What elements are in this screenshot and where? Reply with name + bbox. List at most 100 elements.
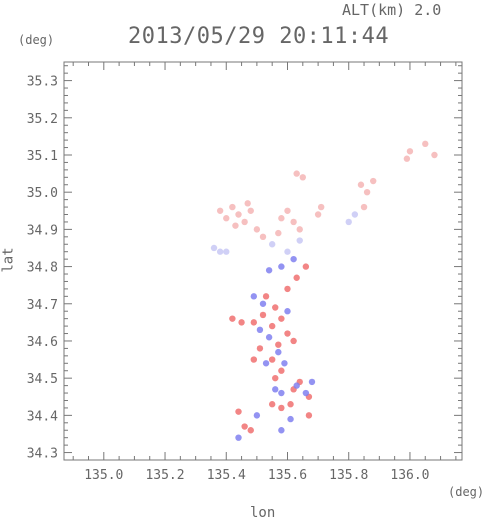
radar-echo-point [278,367,285,374]
radar-echo-point [290,255,297,263]
radar-echo-point [275,341,282,348]
x-tick-label: 135.8 [329,468,368,483]
radar-echo-point [284,285,291,293]
radar-echo-point [351,211,359,218]
radar-echo-point [235,408,242,415]
radar-echo-point [268,241,276,248]
y-tick-label: 35.0 [27,186,58,201]
y-tick-label: 34.9 [27,223,58,238]
radar-echo-point [247,207,254,214]
radar-echo-point [278,427,285,434]
radar-echo-point [278,215,285,222]
x-tick-label: 135.4 [207,468,246,483]
y-tick-label: 34.5 [27,372,58,387]
radar-echo-point [305,412,313,419]
radar-echo-point [253,412,261,419]
x-tick-label: 135.0 [84,468,123,483]
radar-echo-point [262,293,270,300]
radar-echo-point [284,308,291,315]
radar-echo-point [259,311,267,319]
radar-echo-point [357,181,365,188]
radar-echo-point [293,274,300,281]
chart-title: 2013/05/29 20:11:44 [128,24,390,49]
radar-echo-point [287,401,294,408]
radar-echo-point [265,334,273,341]
radar-echo-point [287,415,294,423]
radar-echo-point [268,322,276,330]
radar-echo-point [278,404,285,412]
data-points [210,140,438,441]
y-axis-unit: (deg) [18,33,55,47]
radar-echo-point [296,237,303,244]
radar-echo-point [241,218,248,226]
radar-echo-point [250,356,258,363]
radar-echo-point [278,263,285,270]
radar-echo-point [275,229,282,237]
y-tick-label: 35.1 [27,149,58,164]
radar-echo-point [259,300,267,307]
radar-echo-point [253,226,261,233]
radar-echo-point [422,140,429,148]
radar-echo-point [299,174,306,181]
radar-echo-point [278,315,285,322]
y-tick-label: 34.7 [27,298,58,313]
radar-echo-point [268,401,276,408]
radar-echo-point [268,356,276,363]
axis-ticks: 135.0 135.2 135.4 135.6 135.8 136.0 34.3 34.4 34… [27,62,462,483]
y-tick-label: 34.8 [27,261,58,276]
radar-echo-point [265,267,273,274]
radar-echo-point [272,374,279,382]
radar-echo-point [403,155,411,162]
radar-echo-point [284,330,291,337]
y-tick-label: 35.3 [27,75,58,90]
radar-echo-point [302,389,310,397]
radar-echo-point [241,423,248,430]
radar-echo-point [250,293,258,300]
radar-echo-point [247,427,254,434]
radar-echo-point [272,304,279,311]
x-tick-label: 136.0 [390,468,429,483]
radar-echo-point [262,360,270,367]
radar-echo-point [229,203,236,211]
radar-echo-point [293,382,300,389]
radar-echo-point [284,207,291,214]
radar-echo-point [223,248,230,255]
radar-echo-point [210,244,218,252]
radar-echo-point [314,211,322,218]
radar-echo-point [278,389,285,397]
radar-echo-point [281,360,288,367]
radar-echo-point [293,170,300,177]
radar-echo-point [431,151,438,159]
radar-echo-point [345,218,352,226]
radar-echo-point [284,248,291,255]
radar-echo-point [290,218,297,226]
y-tick-label: 34.6 [27,335,58,350]
radar-echo-point [363,188,371,196]
radar-echo-point [296,226,303,233]
radar-echo-point [256,345,264,352]
radar-echo-point [229,315,236,322]
x-axis-label: lon [250,505,276,521]
radar-echo-point [308,378,316,386]
radar-echo-point [235,211,242,218]
x-tick-label: 135.2 [145,468,184,483]
plot-frame [63,61,463,461]
radar-echo-point [216,248,224,255]
y-tick-label: 35.2 [27,112,58,127]
radar-echo-point [317,203,325,211]
x-axis-unit: (deg) [448,485,485,499]
radar-echo-point [275,348,282,356]
y-tick-label: 34.4 [27,409,58,424]
radar-echo-point [216,207,224,214]
radar-echo-point [290,337,297,345]
radar-echo-point [302,263,310,270]
radar-echo-point [259,233,267,241]
radar-echo-point [223,215,230,222]
radar-echo-point [232,222,239,229]
radar-echo-point [256,326,264,334]
altitude-label: ALT(km) 2.0 [342,1,442,19]
radar-echo-point [272,386,279,393]
radar-echo-point [238,319,245,326]
y-tick-label: 34.3 [27,447,58,462]
